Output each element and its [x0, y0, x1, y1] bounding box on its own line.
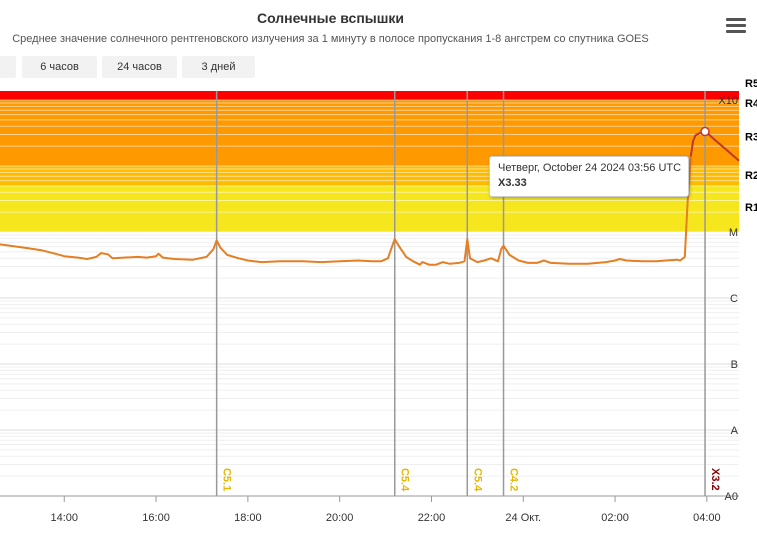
radio-band-r4 [0, 91, 739, 101]
tooltip-date: Четверг, October 24 2024 03:56 UTC [498, 162, 682, 174]
radio-label-r1: R1 [745, 202, 757, 214]
x-axis: 14:00 16:00 18:00 20:00 22:00 24 Окт. 02:00 04:… [0, 495, 739, 524]
x-tick-label: 22:00 [418, 512, 446, 524]
flare-event-label: C4.2 [508, 468, 520, 491]
menu-bar [726, 30, 746, 33]
x-tick-label: 16:00 [142, 512, 170, 524]
radio-label-r2: R2 [745, 170, 757, 182]
range-button-24h[interactable]: 24 часов [102, 56, 177, 78]
flare-event-label: C5.1 [221, 468, 233, 491]
range-button-3d[interactable]: 3 дней [182, 56, 255, 78]
series-layer [0, 126, 740, 266]
class-label: M [729, 227, 738, 239]
class-label: B [731, 359, 738, 371]
x-tick-label: 02:00 [601, 512, 629, 524]
flux-series-line [0, 130, 740, 266]
x-tick-label: 04:00 [693, 512, 721, 524]
chart-subtitle: Среднее значение солнечного рентгеновско… [12, 33, 649, 45]
radio-label-r4: R4 [745, 98, 757, 110]
menu-bar [726, 18, 746, 21]
x-tick-label: 20:00 [326, 512, 354, 524]
radio-label-r5: R5 [745, 78, 757, 90]
range-button-partial[interactable] [0, 56, 16, 78]
class-label: X10 [718, 95, 738, 107]
tooltip-value: X3.33 [498, 177, 527, 189]
flare-event-label: C5.4 [471, 468, 483, 492]
flare-event-label: C5.4 [399, 468, 411, 492]
x-tick-label: 14:00 [50, 512, 78, 524]
radio-label-r3: R3 [745, 132, 757, 144]
tooltip: Четверг, October 24 2024 03:56 UTC X3.33 [489, 156, 689, 197]
range-button-6h[interactable]: 6 часов [22, 56, 97, 78]
radio-band-r3 [0, 100, 739, 167]
x-tick-label: 18:00 [234, 512, 262, 524]
chart-title: Солнечные вспышки [256, 10, 405, 26]
highlight-point [700, 126, 710, 137]
class-label: A [731, 425, 739, 437]
label-layer: X10 M C B A A0 R5 R4 R3 R2 R1 C5.1 C5.4 C5.4 C4.2 X3.2 [221, 78, 757, 503]
hamburger-menu-icon[interactable] [724, 16, 748, 38]
flare-event-label: X3.2 [709, 468, 721, 491]
class-label: A0 [725, 491, 738, 503]
x-tick-label: 24 Окт. [505, 512, 541, 524]
class-label: C [730, 293, 738, 305]
menu-bar [726, 24, 746, 27]
